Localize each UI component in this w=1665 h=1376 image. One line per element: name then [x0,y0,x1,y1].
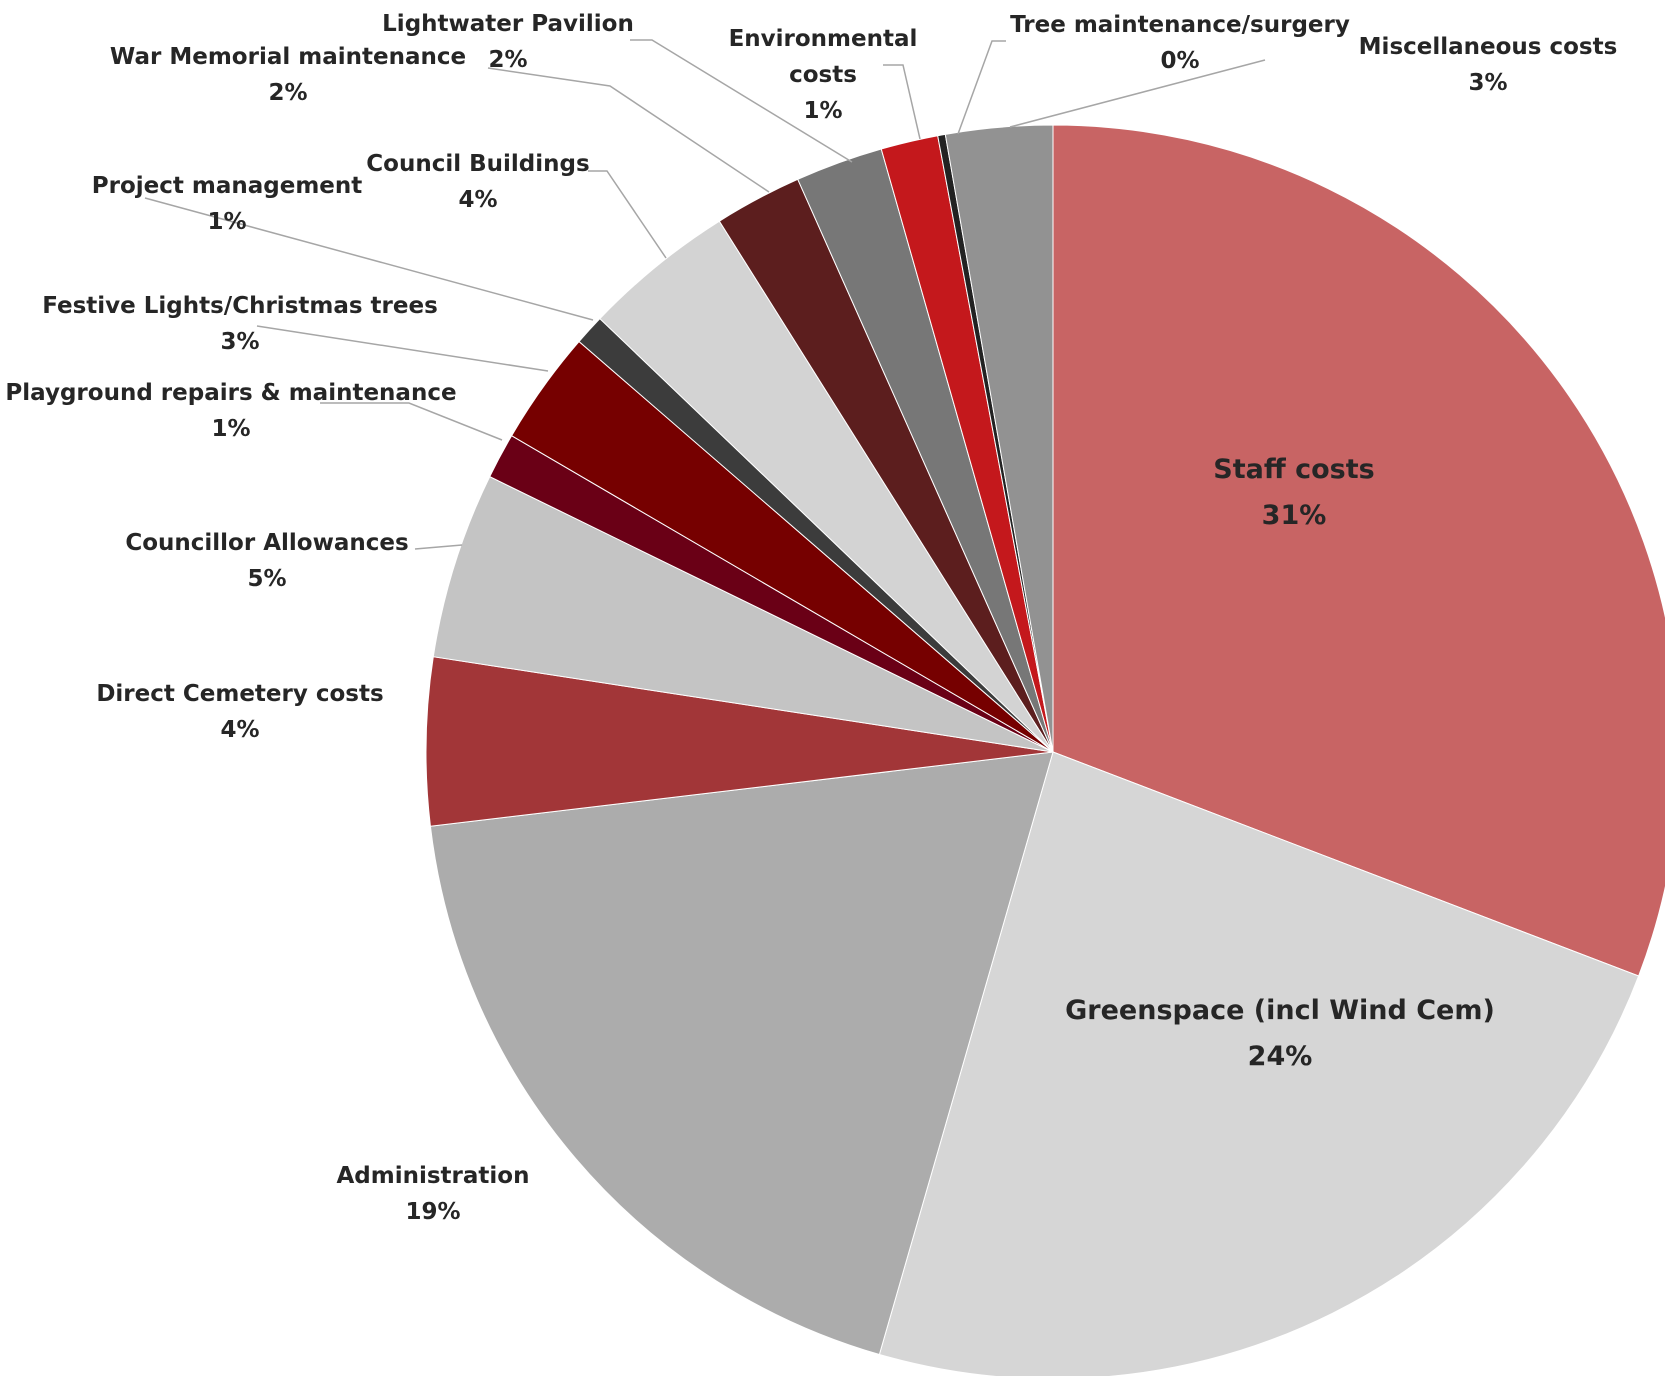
leader-line-councillor-allowances [414,544,463,550]
slice-label-council-buildings: Council Buildings 4% [366,151,589,213]
slice-label-staff-costs: Staff costs 31% [1213,454,1374,531]
slice-category-label: Direct Cemetery costs [96,681,383,707]
slice-label-environmental-costs: Environmental costs 1% [729,26,918,124]
pie-slice-miscellaneous-costs [944,124,1054,753]
leader-line-lightwater-pavilion [630,39,853,163]
slice-category-label: Greenspace (incl Wind Cem) [1065,995,1495,1026]
slice-percent-label: 5% [247,566,286,592]
slice-label-festive-lights-christmas-trees: Festive Lights/Christmas trees 3% [42,293,438,355]
slice-label-project-management: Project management 1% [92,173,363,235]
slice-percent-label: 3% [1468,70,1507,96]
leader-line-war-memorial-maintenance [487,67,770,193]
slice-category-label: War Memorial maintenance [110,44,466,70]
pie-slice-councillor-allowances [432,475,1054,753]
slice-category-label: Staff costs [1213,454,1374,485]
pie-slice-administration [429,751,1054,1356]
slice-percent-label: 31% [1262,500,1327,531]
slice-category-label: Project management [92,173,363,199]
slice-label-miscellaneous-costs: Miscellaneous costs 3% [1359,34,1618,96]
slice-percent-label: 4% [220,717,259,743]
slice-category-label: Councillor Allowances [125,530,408,556]
slice-category-label: Lightwater Pavilion [382,11,634,37]
pie-slice-staff-costs [1052,124,1665,977]
slice-label-greenspace-incl-wind-cem: Greenspace (incl Wind Cem) 24% [1065,995,1495,1072]
slice-percent-label: 4% [458,187,497,213]
slice-percent-label: 3% [220,329,259,355]
leader-line-playground-repairs-maintenance [320,402,503,441]
leader-line-festive-lights-christmas-trees [256,325,549,372]
slice-category-label: costs [789,62,857,88]
slice-percent-label: 1% [211,416,250,442]
slice-label-war-memorial-maintenance: War Memorial maintenance 2% [110,44,466,106]
slice-percent-label: 24% [1248,1041,1313,1072]
slice-percent-label: 2% [268,80,307,106]
leader-line-miscellaneous-costs [1009,59,1266,128]
slice-category-label: Administration [337,1163,530,1189]
slice-label-playground-repairs-maintenance: Playground repairs & maintenance 1% [5,380,456,442]
slice-label-tree-maintenance-surgery: Tree maintenance/surgery 0% [1010,12,1350,74]
slice-label-lightwater-pavilion: Lightwater Pavilion 2% [382,11,634,73]
slice-category-label: Tree maintenance/surgery [1010,12,1350,38]
slice-category-label: Festive Lights/Christmas trees [42,293,438,319]
slice-percent-label: 19% [405,1199,460,1225]
slice-percent-label: 1% [207,209,246,235]
slices-layer [425,124,1665,1376]
slice-percent-label: 0% [1160,48,1199,74]
pie-slice-direct-cemetery-costs [425,656,1054,827]
leader-lines-layer [144,39,1266,550]
leader-line-tree-maintenance-surgery [957,40,1006,135]
slice-category-label: Playground repairs & maintenance [5,380,456,406]
leader-line-environmental-costs [883,64,921,140]
slice-category-label: Council Buildings [366,151,589,177]
slice-category-label: Miscellaneous costs [1359,34,1618,60]
slice-label-councillor-allowances: Councillor Allowances 5% [125,530,408,592]
slice-label-direct-cemetery-costs: Direct Cemetery costs 4% [96,681,383,743]
slice-percent-label: 1% [803,98,842,124]
leader-line-project-management [144,197,594,321]
slice-label-administration: Administration 19% [337,1163,530,1225]
pie-slice-greenspace-incl-wind-cem [878,751,1640,1376]
labels-layer: Staff costs 31% Greenspace (incl Wind Cem)… [5,11,1617,1225]
leader-line-council-buildings [588,170,667,259]
slice-category-label: Environmental [729,26,918,52]
slice-percent-label: 2% [488,47,527,73]
